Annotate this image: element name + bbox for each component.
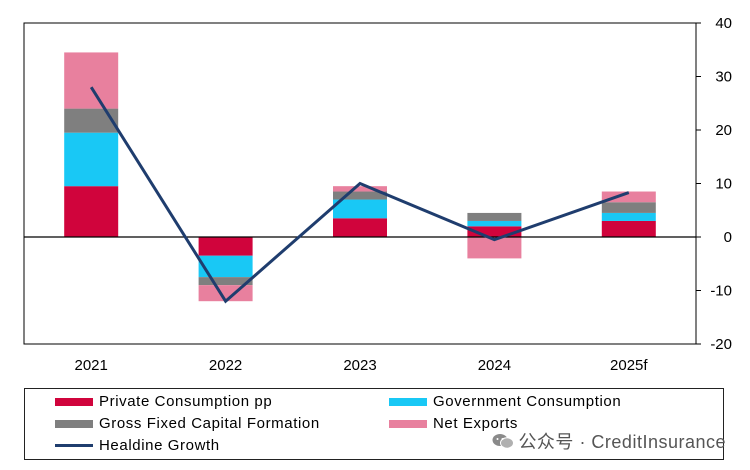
bar-2021-series-1	[64, 132, 119, 187]
legend-swatch-gross-fixed-capital	[55, 419, 93, 428]
x-tick-label: 2021	[75, 357, 108, 374]
y-tick-label: -20	[710, 336, 732, 353]
watermark-text: 公众号 · CreditInsurance	[518, 432, 726, 452]
chart-svg: 40 30 20 10 0 -10 -20 2021 2022 2023 2024 2025f	[23, 15, 732, 374]
legend-swatch-private-consumption	[55, 397, 93, 406]
legend-swatch-government-consumption	[389, 397, 427, 406]
legend-label-government-consumption: Government Consumption	[433, 393, 622, 410]
y-tick-label: 30	[715, 69, 732, 86]
legend-item-headline-growth: Healdine Growth	[55, 437, 220, 454]
bar-2024-series-3	[467, 237, 522, 259]
legend-item-net-exports: Net Exports	[389, 415, 518, 432]
legend-label-private-consumption: Private Consumption pp	[99, 393, 273, 410]
x-tick-label: 2024	[478, 357, 511, 374]
x-axis: 2021 2022 2023 2024 2025f	[75, 357, 649, 374]
legend-item-gross-fixed-capital: Gross Fixed Capital Formation	[55, 415, 320, 432]
bar-2025f-series-2	[601, 202, 656, 213]
x-tick-label: 2023	[343, 357, 376, 374]
bar-2024-series-2	[467, 212, 522, 221]
bar-2021-series-0	[64, 186, 119, 237]
bar-layer	[64, 52, 656, 302]
y-tick-label: -10	[710, 283, 732, 300]
bar-2022-series-0	[198, 237, 253, 256]
bar-2023-series-3	[333, 186, 387, 192]
y-tick-label: 0	[724, 229, 732, 246]
bar-2021-series-2	[64, 108, 119, 133]
bar-2024-series-1	[467, 220, 522, 227]
legend-label-net-exports: Net Exports	[433, 415, 518, 432]
y-tick-label: 40	[715, 15, 732, 32]
legend-label-headline-growth: Healdine Growth	[99, 437, 220, 454]
x-tick-label: 2025f	[610, 357, 648, 374]
legend-item-government-consumption: Government Consumption	[389, 393, 621, 410]
bar-2023-series-2	[333, 191, 387, 200]
legend-label-gross-fixed-capital: Gross Fixed Capital Formation	[99, 415, 320, 432]
headline-growth-line	[89, 86, 630, 304]
watermark: 公众号 · CreditInsurance	[492, 428, 726, 454]
y-tick-label: 20	[715, 122, 732, 139]
x-tick-label: 2022	[209, 357, 242, 374]
bar-2025f-series-1	[601, 212, 656, 221]
y-tick-label: 10	[715, 176, 732, 193]
bar-2025f-series-3	[601, 191, 656, 203]
bar-2021-series-3	[64, 52, 119, 109]
legend: Private Consumption pp Government Consum…	[24, 388, 724, 460]
bar-2024-series-0	[467, 226, 522, 237]
bar-2025f-series-0	[601, 220, 656, 237]
legend-swatch-net-exports	[389, 419, 427, 428]
legend-item-private-consumption: Private Consumption pp	[55, 393, 272, 410]
bar-2023-series-0	[333, 218, 387, 237]
bar-2023-series-1	[333, 199, 387, 219]
legend-swatch-headline-growth	[55, 444, 93, 447]
y-axis: 40 30 20 10 0 -10 -20	[696, 15, 732, 353]
bar-2022-series-2	[198, 277, 253, 286]
wechat-icon	[492, 434, 515, 449]
bar-2022-series-1	[198, 255, 253, 278]
